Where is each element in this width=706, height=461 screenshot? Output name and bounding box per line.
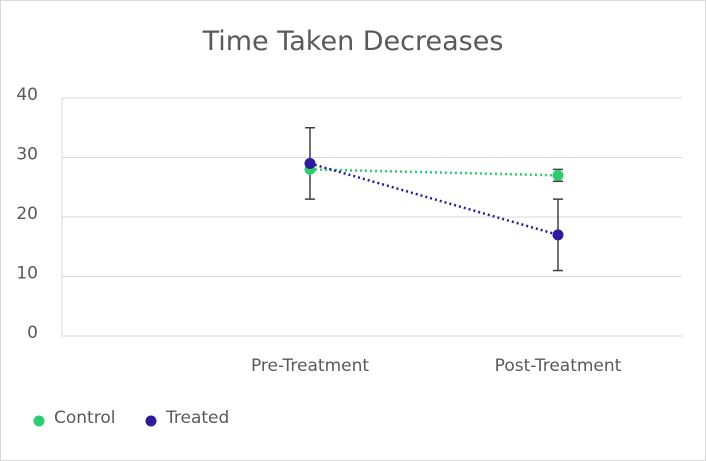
x-tick-labels: Pre-Treatment Post-Treatment (251, 356, 622, 376)
x-tick-label: Post-Treatment (495, 356, 622, 376)
y-tick-label: 30 (16, 145, 38, 165)
legend-marker (33, 415, 45, 427)
legend: Control Treated (33, 408, 229, 428)
x-tick-label: Pre-Treatment (251, 356, 369, 376)
series-lines (309, 162, 559, 237)
data-points (304, 157, 564, 241)
data-point-treated (552, 229, 564, 241)
data-point-treated (304, 157, 316, 169)
y-tick-label: 10 (16, 264, 38, 284)
y-tick-label: 0 (27, 323, 38, 343)
y-tick-label: 20 (16, 204, 38, 224)
legend-label: Treated (165, 408, 229, 428)
legend-marker (145, 415, 157, 427)
gridlines (61, 97, 682, 337)
legend-item-treated: Treated (145, 408, 229, 428)
series-line-treated (309, 162, 559, 237)
data-point-control (552, 169, 564, 181)
series-line-control (309, 168, 559, 177)
y-tick-labels: 0 10 20 30 40 (16, 85, 38, 343)
chart-title: Time Taken Decreases (202, 26, 504, 57)
legend-item-control: Control (33, 408, 115, 428)
error-bars (305, 127, 563, 272)
legend-label: Control (54, 408, 115, 428)
y-tick-label: 40 (16, 85, 38, 105)
